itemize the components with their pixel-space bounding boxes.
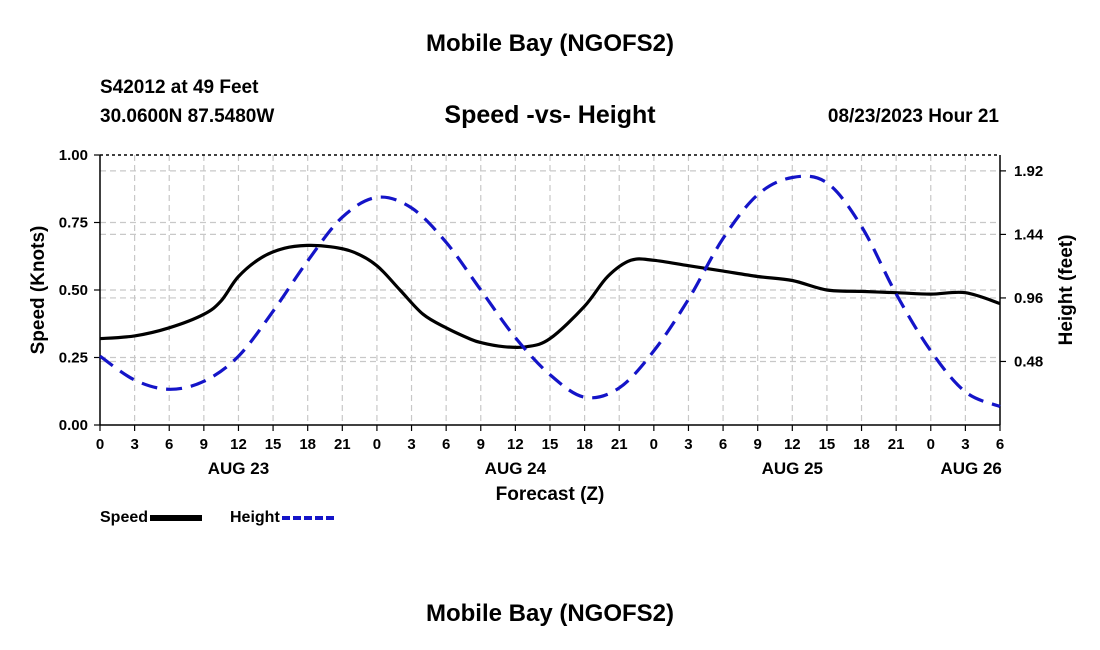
day-label: AUG 24 — [485, 459, 547, 478]
day-label: AUG 25 — [762, 459, 823, 478]
coordinates-label: 30.0600N 87.5480W — [100, 106, 275, 127]
y2-axis-title: Height (feet) — [1056, 235, 1077, 346]
x-tick-label: 9 — [754, 436, 762, 453]
x-tick-label: 9 — [477, 436, 485, 453]
x-tick-label: 6 — [719, 436, 727, 453]
footer-title: Mobile Bay (NGOFS2) — [425, 600, 675, 627]
y-axis-title: Speed (Knots) — [28, 226, 49, 355]
x-tick-label: 3 — [961, 436, 969, 453]
legend-height-swatch — [281, 516, 334, 520]
y-tick-label: 0.75 — [59, 215, 88, 232]
series-line-height — [99, 174, 1001, 408]
x-tick-label: 18 — [853, 436, 870, 453]
x-tick-label: 0 — [373, 436, 381, 453]
x-tick-label: 6 — [165, 436, 173, 453]
x-tick-label: 3 — [684, 436, 692, 453]
x-tick-label: 15 — [542, 436, 559, 453]
x-tick-label: 21 — [334, 436, 351, 453]
legend-height: Height — [230, 509, 334, 527]
chart-subtitle: Speed -vs- Height — [444, 101, 656, 129]
legend-speed-label: Speed — [100, 509, 149, 526]
legend-height-label: Height — [230, 509, 280, 526]
day-label: AUG 23 — [208, 459, 269, 478]
x-tick-label: 3 — [407, 436, 415, 453]
station-label: S42012 at 49 Feet — [100, 77, 259, 98]
y-tick-label: 1.00 — [59, 147, 88, 164]
x-tick-label: 12 — [507, 436, 524, 453]
x-tick-label: 15 — [265, 436, 282, 453]
x-tick-label: 21 — [888, 436, 905, 453]
x-tick-label: 0 — [650, 436, 658, 453]
x-tick-label: 6 — [442, 436, 450, 453]
x-tick-label: 6 — [996, 436, 1004, 453]
x-tick-label: 18 — [576, 436, 593, 453]
day-label: AUG 26 — [940, 459, 1001, 478]
run-time-label: 08/23/2023 Hour 21 — [827, 106, 999, 127]
x-tick-label: 21 — [611, 436, 628, 453]
chart-title: Mobile Bay (NGOFS2) — [425, 30, 675, 57]
legend-speed: Speed — [100, 509, 203, 527]
y2-tick-label: 0.96 — [1014, 290, 1043, 307]
y-tick-label: 0.25 — [59, 350, 88, 367]
x-tick-label: 15 — [819, 436, 836, 453]
x-tick-label: 3 — [130, 436, 138, 453]
y2-tick-label: 1.92 — [1014, 163, 1043, 180]
y2-tick-label: 0.48 — [1014, 353, 1043, 370]
x-tick-label: 9 — [200, 436, 208, 453]
y-tick-label: 0.00 — [59, 417, 88, 434]
x-tick-label: 18 — [299, 436, 316, 453]
speed-height-chart: 0 3 6 9 12 15 18 21 0 3 6 9 12 15 18 21 0 3 6 9 12 15 18 21 0 3 6 A… — [28, 147, 1077, 505]
y-tick-label: 0.50 — [59, 282, 88, 299]
x-tick-label: 12 — [784, 436, 801, 453]
x-tick-label: 12 — [230, 436, 247, 453]
x-tick-label: 0 — [927, 436, 935, 453]
series-line-speed — [99, 243, 1001, 350]
legend-speed-swatch — [150, 515, 203, 521]
x-axis-title: Forecast (Z) — [496, 484, 605, 505]
x-tick-label: 0 — [96, 436, 104, 453]
y2-tick-label: 1.44 — [1014, 226, 1044, 243]
